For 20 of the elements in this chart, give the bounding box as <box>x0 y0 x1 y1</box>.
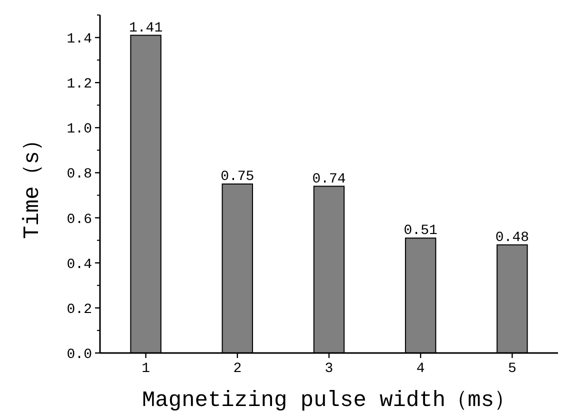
y-tick-label: 0.0 <box>66 347 92 363</box>
y-tick-label: 0.4 <box>66 256 92 273</box>
y-tick-label: 0.6 <box>66 212 92 228</box>
data-label: 0.74 <box>312 171 346 188</box>
x-tick-label: 5 <box>508 361 516 377</box>
x-tick-label: 1 <box>142 361 150 377</box>
x-tick-label: 3 <box>324 361 334 377</box>
y-tick-label: 0.2 <box>66 302 92 318</box>
y-tick-label: 0.8 <box>66 166 92 183</box>
y-tick-label: 1.4 <box>66 32 92 48</box>
data-label: 0.48 <box>495 230 530 246</box>
data-label: 0.75 <box>220 169 254 185</box>
data-label: 1.41 <box>128 20 163 36</box>
x-tick-label: 2 <box>233 361 242 377</box>
x-tick-label: 4 <box>416 361 425 377</box>
x-axis-title: Magnetizing pulse width（ms） <box>142 388 516 413</box>
y-axis-title: Time（s） <box>20 128 45 240</box>
y-tick-label: 1.2 <box>66 76 92 93</box>
data-label: 0.51 <box>404 223 438 240</box>
y-tick-label: 1.0 <box>66 122 92 138</box>
